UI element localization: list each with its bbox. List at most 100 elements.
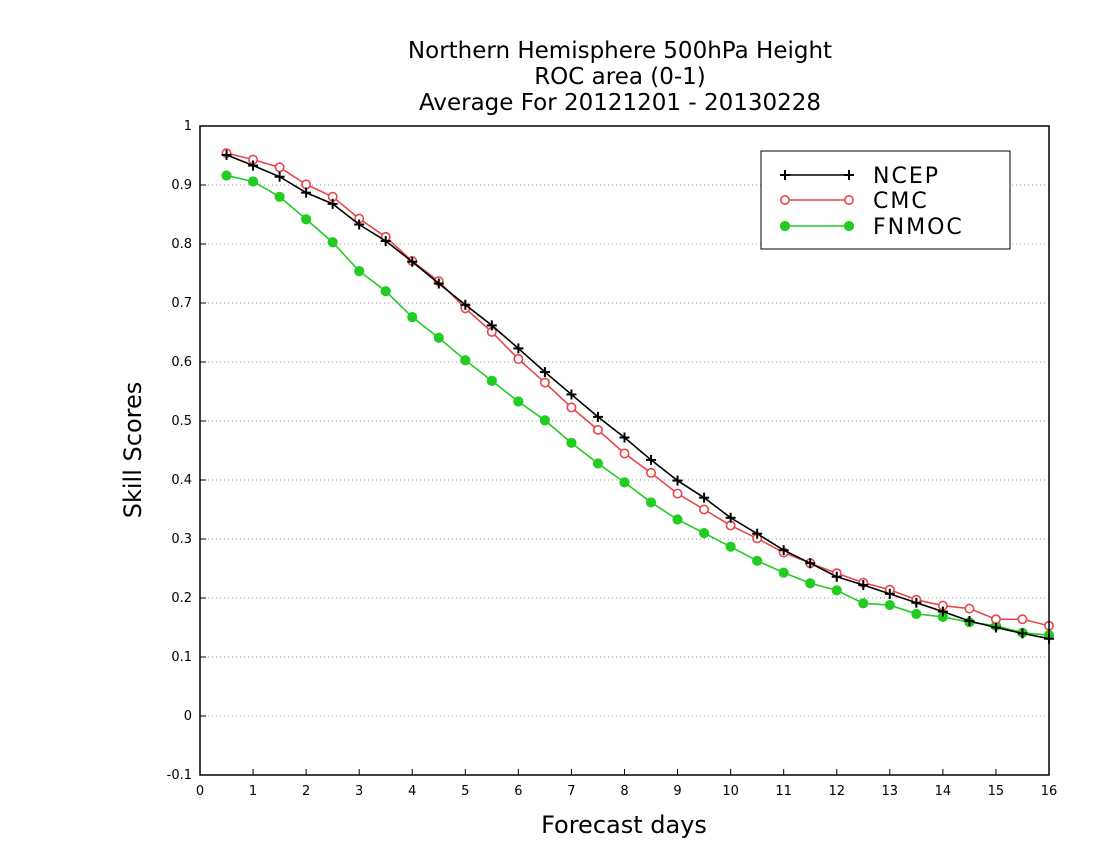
data-point <box>725 512 736 523</box>
x-tick-label: 14 <box>935 784 952 799</box>
data-point <box>672 488 683 499</box>
data-point <box>513 343 524 354</box>
data-point <box>566 389 577 400</box>
data-point <box>699 492 710 503</box>
x-tick-label: 5 <box>461 784 469 799</box>
data-point <box>301 187 312 198</box>
x-tick-label: 3 <box>355 784 363 799</box>
data-point <box>1017 614 1028 625</box>
data-point <box>327 237 338 248</box>
chart-title-line-2: ROC area (0-1) <box>534 64 706 90</box>
x-tick-label: 6 <box>514 784 522 799</box>
data-point <box>407 256 418 267</box>
legend-label: CMC <box>873 189 929 214</box>
legend-label: FNMOC <box>873 215 964 240</box>
data-point <box>911 608 922 620</box>
data-point <box>858 598 869 609</box>
data-point <box>937 606 948 617</box>
data-point <box>778 545 789 556</box>
legend-label: NCEP <box>873 164 940 189</box>
data-point <box>274 171 285 182</box>
data-point <box>592 411 603 422</box>
y-tick-label: 0.7 <box>171 296 192 311</box>
data-point <box>274 162 285 173</box>
y-tick-label: 0 <box>184 709 192 724</box>
data-point <box>513 354 524 365</box>
x-axis-ticks: 0 1 2 3 4 5 6 7 8 9 10 11 12 13 14 15 16 <box>196 769 1057 799</box>
data-point <box>592 458 604 469</box>
data-point <box>592 424 603 435</box>
chart-title-line-3: Average For 20121201 - 20130228 <box>419 90 821 116</box>
data-point <box>354 219 365 230</box>
x-tick-label: 16 <box>1041 784 1058 799</box>
x-tick-label: 10 <box>722 784 739 799</box>
data-point <box>619 432 630 443</box>
data-point <box>780 170 790 180</box>
x-tick-label: 8 <box>620 784 628 799</box>
data-point <box>380 236 391 247</box>
data-point <box>247 176 259 187</box>
data-point <box>831 571 842 582</box>
series-cmc <box>221 148 1055 631</box>
data-point <box>248 160 259 171</box>
data-point <box>433 278 444 289</box>
data-point <box>433 332 444 343</box>
x-tick-label: 9 <box>673 784 681 799</box>
data-point <box>460 355 471 366</box>
data-point <box>698 528 710 539</box>
x-tick-label: 7 <box>567 784 575 799</box>
y-axis-title: Skill Scores <box>119 382 147 519</box>
chart-title-line-1: Northern Hemisphere 500hPa Height <box>408 38 832 64</box>
data-point <box>911 597 922 608</box>
data-point <box>380 286 391 297</box>
data-point <box>539 377 550 388</box>
data-point <box>301 179 312 190</box>
series-lines <box>221 148 1055 644</box>
chart-title: Northern Hemisphere 500hPa Height ROC ar… <box>408 38 832 116</box>
data-point <box>566 437 577 448</box>
series-line-ncep <box>226 154 1050 640</box>
data-point <box>539 367 550 378</box>
x-tick-label: 0 <box>196 784 204 799</box>
x-tick-label: 13 <box>882 784 899 799</box>
y-tick-label: 0.6 <box>171 355 192 370</box>
data-point <box>645 497 657 508</box>
data-point <box>301 214 312 225</box>
legend-entry-ncep: NCEP <box>780 164 940 189</box>
legend-entry-cmc: CMC <box>779 189 929 214</box>
data-point <box>752 528 763 539</box>
data-point <box>964 603 975 614</box>
y-tick-label: 0.4 <box>171 473 192 488</box>
x-tick-label: 4 <box>408 784 416 799</box>
data-point <box>274 191 285 202</box>
series-ncep <box>221 149 1054 644</box>
data-point <box>805 558 816 569</box>
y-tick-label: 1 <box>184 119 192 134</box>
data-point <box>831 585 842 596</box>
data-point <box>646 454 657 465</box>
data-point <box>566 402 577 413</box>
data-point <box>619 477 630 488</box>
data-point <box>884 588 895 599</box>
data-point <box>327 198 338 209</box>
data-point <box>699 504 710 515</box>
data-point <box>672 475 683 486</box>
data-point <box>646 467 657 478</box>
y-axis-ticks: -0.1 0 0.1 0.2 0.3 0.4 0.5 0.6 0.7 0.8 0.9 1 <box>167 119 206 783</box>
y-tick-label: 0.9 <box>171 178 192 193</box>
data-point <box>990 614 1001 625</box>
data-point <box>354 266 365 277</box>
data-point <box>778 567 789 578</box>
y-tick-label: 0.8 <box>171 237 192 252</box>
data-point <box>779 220 791 232</box>
data-point <box>513 396 524 407</box>
data-point <box>407 312 418 323</box>
data-point <box>221 149 232 160</box>
data-point <box>844 170 854 180</box>
data-point <box>672 514 683 525</box>
data-point <box>805 578 816 589</box>
x-tick-label: 1 <box>249 784 257 799</box>
data-point <box>619 448 630 459</box>
data-point <box>858 580 869 591</box>
